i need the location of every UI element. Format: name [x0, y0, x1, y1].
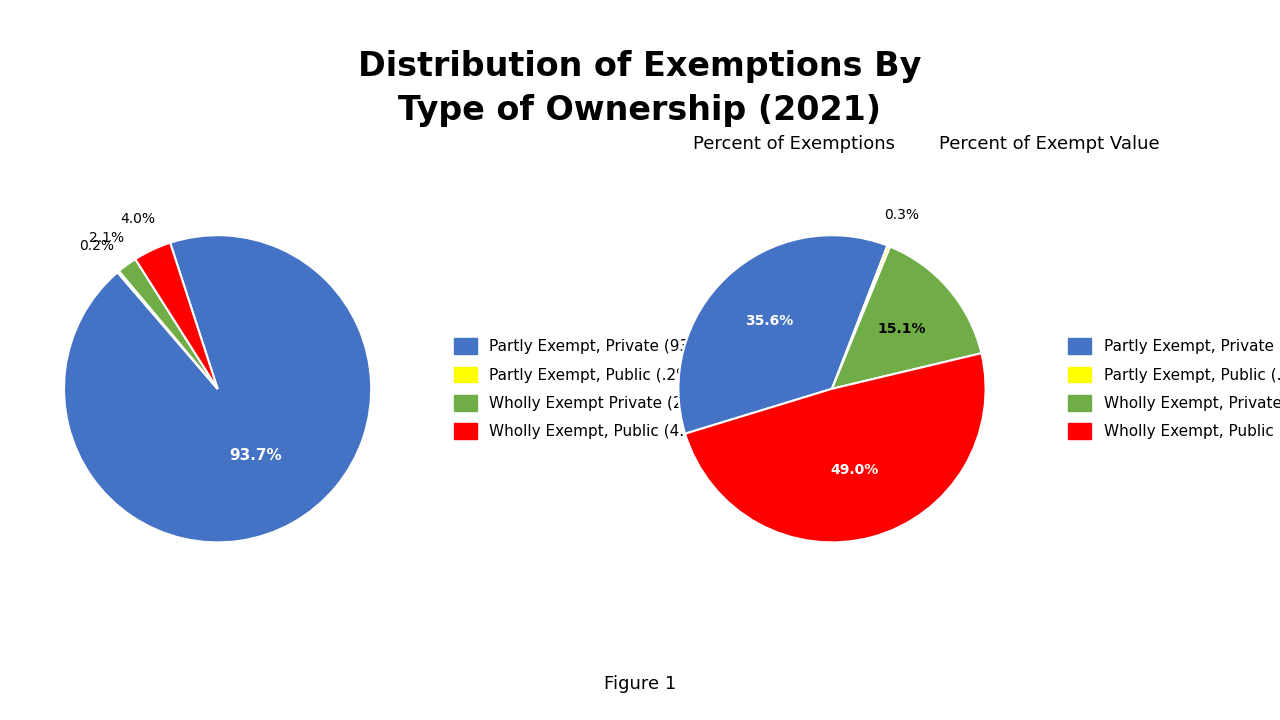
Wedge shape: [678, 235, 887, 433]
Text: 35.6%: 35.6%: [745, 315, 794, 328]
Text: 4.0%: 4.0%: [120, 212, 155, 226]
Wedge shape: [832, 247, 982, 389]
Wedge shape: [136, 243, 218, 389]
Text: 15.1%: 15.1%: [878, 322, 927, 336]
Text: Percent of Exemptions: Percent of Exemptions: [692, 135, 895, 153]
Text: 49.0%: 49.0%: [829, 464, 878, 477]
Text: Figure 1: Figure 1: [604, 675, 676, 693]
Legend: Partly Exempt, Private (35.6%), Partly Exempt, Public (.3%), Wholly Exempt, Priv: Partly Exempt, Private (35.6%), Partly E…: [1062, 333, 1280, 445]
Wedge shape: [119, 259, 218, 389]
Text: Percent of Exempt Value: Percent of Exempt Value: [940, 135, 1160, 153]
Wedge shape: [118, 271, 218, 389]
Wedge shape: [832, 246, 890, 389]
Text: 0.3%: 0.3%: [883, 207, 919, 222]
Wedge shape: [64, 235, 371, 542]
Wedge shape: [685, 354, 986, 542]
Legend: Partly Exempt, Private (93.7%), Partly Exempt, Public (.2%), Wholly Exempt Priva: Partly Exempt, Private (93.7%), Partly E…: [448, 333, 731, 445]
Text: Distribution of Exemptions By
Type of Ownership (2021): Distribution of Exemptions By Type of Ow…: [358, 50, 922, 127]
Text: 0.2%: 0.2%: [79, 239, 114, 253]
Text: 93.7%: 93.7%: [229, 449, 282, 463]
Text: 2.1%: 2.1%: [90, 230, 124, 245]
